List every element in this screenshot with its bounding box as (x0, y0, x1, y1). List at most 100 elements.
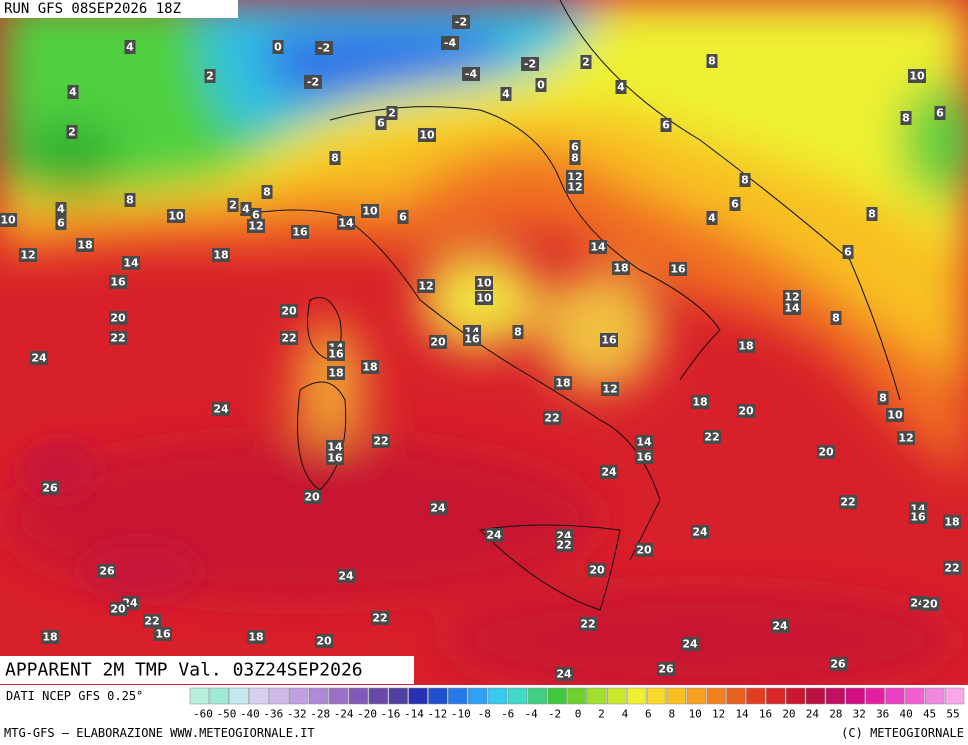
colorbar-swatch (408, 687, 428, 705)
temperature-label: 20 (589, 564, 605, 577)
temperature-label: 8 (514, 326, 522, 339)
label-box (566, 180, 584, 194)
label-box (66, 125, 78, 139)
temperature-label: 6 (662, 119, 670, 132)
temperature-label: 22 (281, 332, 296, 345)
colorbar-swatch (448, 687, 468, 705)
label-box (783, 301, 801, 315)
colorbar-tick-label: -40 (240, 708, 260, 721)
colorbar-swatch (467, 687, 488, 705)
label-box (601, 382, 619, 396)
temperature-label: 16 (292, 226, 308, 239)
label-box (212, 402, 230, 416)
label-box (291, 225, 309, 239)
temperature-label: 26 (99, 565, 115, 578)
label-box (315, 41, 333, 55)
label-box (204, 69, 216, 83)
colorbar-tick-label: -60 (193, 708, 213, 721)
temperature-label: 6 (252, 209, 260, 222)
label-box (361, 360, 379, 374)
temperature-label: 8 (879, 392, 887, 405)
label-box (55, 202, 67, 216)
label-box (327, 366, 345, 380)
temperature-label: -2 (307, 76, 319, 89)
label-box (315, 634, 333, 648)
colorbar-tick-label: -32 (287, 708, 307, 721)
colorbar-swatch (567, 687, 587, 705)
temperature-label: 20 (818, 446, 834, 459)
label-box (463, 332, 481, 346)
label-box (669, 262, 687, 276)
label-box (386, 106, 398, 120)
colorbar-swatch (925, 687, 945, 705)
temperature-label: 22 (556, 539, 571, 552)
label-box (521, 57, 539, 71)
label-box (485, 528, 503, 542)
colorbar-swatch (626, 687, 647, 705)
colorbar-swatch (328, 687, 349, 705)
label-box (272, 40, 284, 54)
temperature-label: 6 (844, 246, 852, 259)
temperature-label: 8 (331, 152, 339, 165)
label-box (280, 331, 298, 345)
label-box (657, 662, 675, 676)
label-box (691, 395, 709, 409)
colorbar-swatch (348, 687, 369, 705)
label-box (375, 116, 387, 130)
label-box (897, 431, 915, 445)
label-box (429, 501, 447, 515)
temperature-label: 0 (537, 79, 545, 92)
map-title: APPARENT 2M TMP Val. 03Z24SEP2026 (5, 660, 363, 681)
label-box (612, 261, 630, 275)
temperature-label: 22 (944, 562, 959, 575)
colorbar-tick-label: 16 (759, 708, 772, 721)
colorbar-tick-label: -10 (451, 708, 471, 721)
temperature-label: 16 (327, 452, 343, 465)
label-box (124, 40, 136, 54)
temperature-label: -4 (444, 37, 457, 50)
colorbar-swatch (865, 687, 885, 705)
label-box (0, 213, 17, 227)
temperature-label: 10 (887, 409, 903, 422)
colorbar-swatch (368, 687, 388, 705)
temperature-label: 26 (658, 663, 674, 676)
temperature-label: 4 (708, 212, 716, 225)
label-box (41, 630, 59, 644)
label-box (240, 202, 252, 216)
label-box (635, 543, 653, 557)
temperature-label: 22 (144, 615, 159, 628)
temperature-label: -2 (318, 42, 330, 55)
colorbar-swatch (527, 687, 547, 705)
temperature-label: 8 (571, 152, 579, 165)
colorbar-swatch (944, 687, 965, 705)
temperature-label: 10 (476, 292, 492, 305)
colorbar-swatch (587, 687, 607, 705)
temperature-label: 18 (555, 377, 570, 390)
label-box (227, 198, 239, 212)
colorbar-tick-label: 4 (622, 708, 629, 721)
temperature-label: 10 (909, 70, 925, 83)
temperature-label: 0 (274, 41, 282, 54)
label-box (886, 408, 904, 422)
temperature-label: 12 (898, 432, 913, 445)
colorbar-tick-label: -12 (427, 708, 447, 721)
colorbar-tick-label: 10 (689, 708, 702, 721)
colorbar-tick-label: -20 (357, 708, 377, 721)
colorbar-swatch (289, 687, 309, 705)
temperature-label: 16 (328, 348, 344, 361)
temperature-label: 12 (784, 291, 799, 304)
temperature-label: 2 (229, 199, 237, 212)
colorbar-tick-label: -16 (381, 708, 401, 721)
label-box (122, 256, 140, 270)
label-box (934, 106, 946, 120)
temperature-label: 8 (868, 208, 876, 221)
colorbar-swatch (706, 687, 726, 705)
temperature-field (0, 0, 968, 690)
label-box (55, 216, 67, 230)
label-box (635, 435, 653, 449)
temperature-label: 4 (617, 81, 625, 94)
temperature-label: 18 (213, 249, 228, 262)
label-box (475, 291, 493, 305)
label-box (908, 69, 926, 83)
temperature-label: 18 (77, 239, 92, 252)
